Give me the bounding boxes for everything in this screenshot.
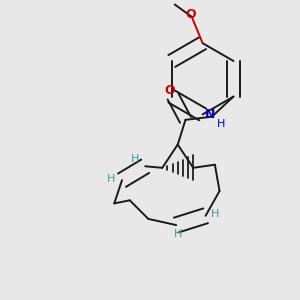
Text: N: N — [205, 108, 215, 121]
Text: H: H — [211, 209, 220, 219]
Text: O: O — [185, 8, 196, 21]
Text: H: H — [107, 174, 116, 184]
Text: O: O — [164, 84, 175, 97]
Text: H: H — [131, 154, 140, 164]
Text: H: H — [217, 118, 225, 128]
Text: H: H — [174, 230, 182, 239]
